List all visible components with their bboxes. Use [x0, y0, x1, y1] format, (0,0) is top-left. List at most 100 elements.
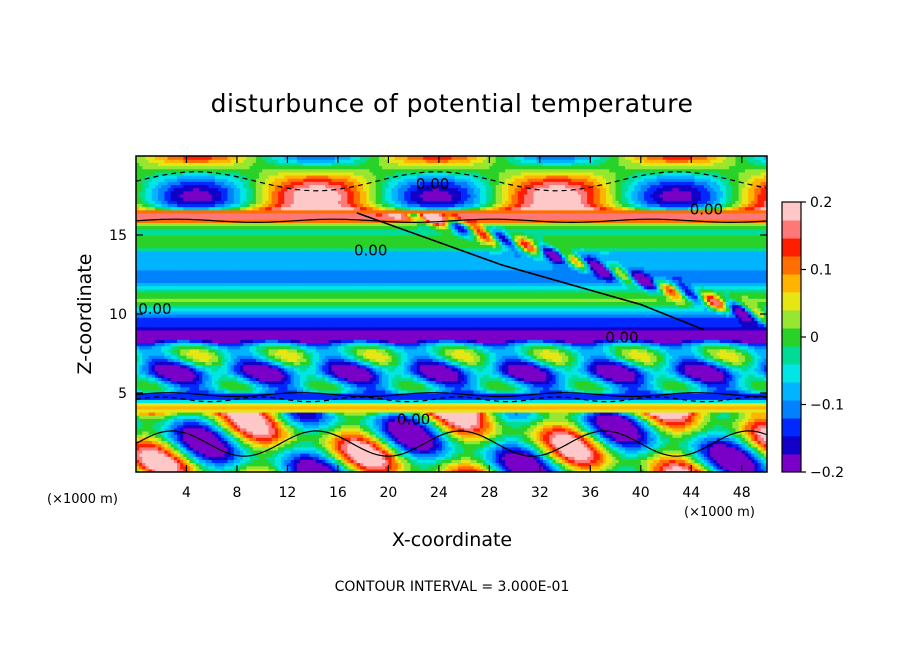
- heatmap-cell: [252, 456, 257, 460]
- heatmap-cell: [520, 427, 525, 432]
- heatmap-cell: [716, 443, 721, 448]
- heatmap-cell: [432, 468, 437, 472]
- heatmap-cell: [599, 430, 604, 435]
- heatmap-cell: [423, 424, 427, 429]
- heatmap-cell: [199, 440, 203, 445]
- heatmap-cell: [470, 449, 475, 454]
- heatmap-cell: [470, 427, 475, 432]
- heatmap-cell: [527, 440, 531, 445]
- heatmap-cell: [615, 453, 620, 457]
- heatmap-cell: [549, 427, 554, 432]
- heatmap-cell: [751, 430, 755, 435]
- heatmap-cell: [442, 427, 446, 432]
- heatmap-cell: [505, 443, 509, 448]
- heatmap-cell: [360, 421, 364, 426]
- heatmap-cell: [558, 440, 563, 445]
- heatmap-cell: [684, 418, 689, 423]
- heatmap-cell: [710, 430, 714, 435]
- heatmap-cell: [543, 459, 547, 464]
- heatmap-cell: [744, 430, 749, 435]
- heatmap-cell: [606, 415, 610, 419]
- heatmap-cell: [236, 427, 241, 432]
- heatmap-cell: [760, 446, 765, 451]
- heatmap-cell: [356, 465, 361, 470]
- heatmap-cell: [637, 453, 642, 457]
- heatmap-cell: [246, 430, 251, 435]
- heatmap-cell: [612, 440, 617, 445]
- heatmap-cell: [637, 465, 642, 470]
- heatmap-cell: [571, 415, 576, 419]
- heatmap-cell: [628, 427, 632, 432]
- heatmap-cell: [615, 465, 620, 470]
- heatmap-cell: [492, 456, 497, 460]
- heatmap-cell: [205, 468, 210, 472]
- heatmap-cell: [252, 418, 257, 423]
- heatmap-cell: [243, 443, 248, 448]
- heatmap-cell: [669, 468, 673, 472]
- heatmap-cell: [378, 434, 383, 438]
- heatmap-cell: [363, 453, 367, 457]
- heatmap-cell: [416, 415, 421, 419]
- heatmap-cell: [479, 440, 484, 445]
- heatmap-cell: [249, 449, 254, 454]
- heatmap-cell: [309, 415, 314, 419]
- heatmap-cell: [754, 424, 759, 429]
- heatmap-cell: [325, 459, 330, 464]
- heatmap-cell: [378, 427, 383, 432]
- heatmap-cell: [318, 462, 323, 467]
- heatmap-cell: [520, 424, 525, 429]
- heatmap-cell: [684, 449, 689, 454]
- heatmap-cell: [546, 446, 550, 451]
- heatmap-cell: [612, 418, 617, 423]
- heatmap-cell: [227, 459, 232, 464]
- heatmap-cell: [479, 424, 484, 429]
- heatmap-cell: [293, 424, 298, 429]
- heatmap-cell: [707, 434, 711, 438]
- heatmap-cell: [634, 437, 639, 441]
- heatmap-cell: [451, 468, 456, 472]
- heatmap-cell: [574, 453, 579, 457]
- heatmap-cell: [612, 427, 617, 432]
- heatmap-cell: [230, 427, 235, 432]
- heatmap-cell: [230, 443, 235, 448]
- heatmap-cell: [265, 415, 270, 419]
- heatmap-cell: [385, 456, 389, 460]
- heatmap-cell: [653, 468, 658, 472]
- heatmap-cell: [388, 443, 393, 448]
- heatmap-cell: [618, 468, 623, 472]
- heatmap-cell: [577, 468, 582, 472]
- heatmap-cell: [161, 462, 165, 467]
- heatmap-cell: [353, 424, 358, 429]
- heatmap-cell: [271, 434, 276, 438]
- heatmap-cell: [609, 427, 613, 432]
- heatmap-cell: [350, 462, 355, 467]
- heatmap-cell: [571, 465, 576, 470]
- heatmap-cell: [457, 449, 462, 454]
- heatmap-cell: [543, 456, 547, 460]
- heatmap-cell: [476, 434, 481, 438]
- heatmap-cell: [183, 421, 188, 426]
- heatmap-cell: [186, 437, 191, 441]
- heatmap-cell: [672, 418, 677, 423]
- heatmap-cell: [751, 465, 755, 470]
- heatmap-cell: [148, 415, 153, 419]
- heatmap-cell: [265, 430, 270, 435]
- heatmap-cell: [360, 465, 364, 470]
- heatmap-cell: [609, 424, 613, 429]
- heatmap-cell: [249, 437, 254, 441]
- heatmap-cell: [530, 443, 535, 448]
- heatmap-cell: [725, 446, 730, 451]
- heatmap-cell: [533, 434, 538, 438]
- heatmap-cell: [470, 462, 475, 467]
- heatmap-cell: [224, 418, 229, 423]
- heatmap-cell: [148, 443, 153, 448]
- heatmap-cell: [259, 437, 263, 441]
- heatmap-cell: [561, 440, 566, 445]
- heatmap-cell: [470, 443, 475, 448]
- heatmap-cell: [369, 456, 374, 460]
- heatmap-cell: [505, 459, 509, 464]
- heatmap-cell: [587, 424, 591, 429]
- heatmap-cell: [145, 443, 150, 448]
- heatmap-cell: [312, 437, 317, 441]
- heatmap-cell: [170, 437, 175, 441]
